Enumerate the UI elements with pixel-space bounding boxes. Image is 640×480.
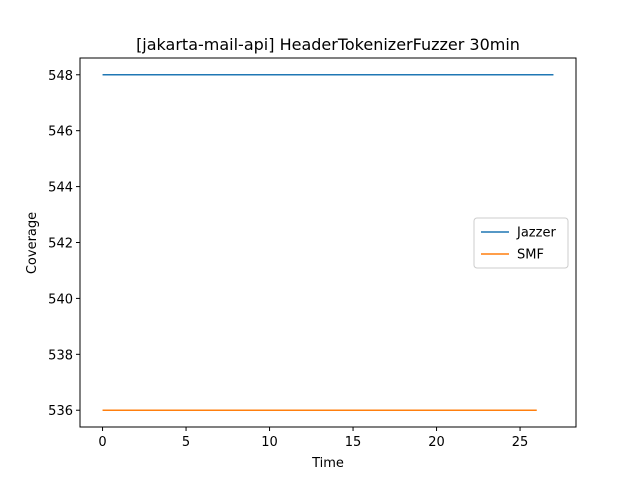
x-axis: 0 5 10 15 20 25 — [98, 427, 528, 450]
y-tick-label: 540 — [48, 292, 73, 307]
y-tick-label: 536 — [48, 404, 73, 419]
x-tick-label: 5 — [182, 435, 190, 450]
y-axis: 536 538 540 542 544 546 548 — [48, 69, 80, 419]
y-axis-label: Coverage — [25, 212, 40, 274]
y-tick-label: 544 — [48, 181, 73, 196]
plot-series — [102, 74, 554, 411]
x-tick-label: 10 — [261, 435, 278, 450]
x-tick-label: 25 — [512, 435, 529, 450]
x-tick-label: 0 — [98, 435, 106, 450]
y-tick-label: 546 — [48, 125, 73, 140]
x-axis-label: Time — [311, 456, 344, 471]
legend: Jazzer SMF — [473, 217, 569, 269]
x-tick-label: 15 — [345, 435, 362, 450]
x-tick-label: 20 — [428, 435, 445, 450]
y-tick-label: 542 — [48, 237, 73, 252]
legend-label-jazzer: Jazzer — [516, 226, 556, 241]
legend-label-smf: SMF — [517, 248, 544, 263]
y-tick-label: 538 — [48, 348, 73, 363]
legend-box — [473, 217, 569, 269]
chart-title: [jakarta-mail-api] HeaderTokenizerFuzzer… — [136, 35, 520, 54]
y-tick-label: 548 — [48, 69, 73, 84]
